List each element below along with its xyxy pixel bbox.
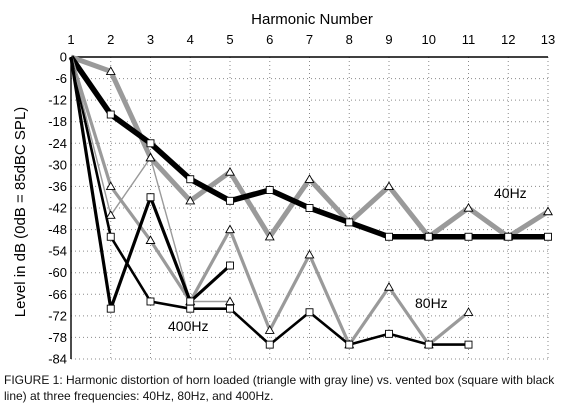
y-tick-label: -54 — [48, 244, 67, 259]
annotation-80hz: 80Hz — [415, 295, 448, 311]
annotation-40hz: 40Hz — [494, 185, 527, 201]
x-axis-title: Harmonic Number — [251, 11, 373, 28]
data-point-40hz-box — [186, 175, 195, 184]
data-point-40hz-horn — [264, 231, 275, 241]
data-point-80hz-horn — [463, 307, 474, 316]
y-tick-label: -48 — [48, 222, 67, 237]
x-tick-label: 10 — [422, 32, 436, 47]
y-tick-label: 0 — [60, 50, 67, 65]
x-tick-label: 5 — [226, 32, 233, 47]
x-tick-label: 2 — [107, 32, 114, 47]
data-point-40hz-box — [385, 232, 393, 241]
data-point-40hz-box — [464, 232, 473, 241]
x-tick-label: 4 — [187, 32, 194, 47]
data-point-40hz-box — [504, 232, 513, 241]
data-point-80hz-horn — [145, 235, 156, 244]
x-tick-label: 8 — [346, 32, 353, 47]
data-point-40hz-horn — [463, 202, 474, 212]
x-tick-label: 3 — [147, 32, 154, 47]
axes: Harmonic Number Level in dB (0dB = 85dBC… — [12, 11, 555, 367]
data-point-400hz-box — [186, 297, 195, 306]
x-tick-label: 6 — [266, 32, 273, 47]
data-point-40hz-box — [305, 204, 314, 212]
x-tick-label: 12 — [501, 32, 515, 47]
x-tick-label: 1 — [67, 32, 74, 47]
data-point-80hz-box — [305, 308, 314, 317]
data-point-80hz-horn — [105, 181, 116, 191]
data-point-40hz-horn — [543, 206, 553, 216]
y-tick-label: -66 — [48, 287, 67, 302]
y-tick-label: -84 — [48, 352, 67, 367]
data-point-80hz-horn — [264, 325, 275, 334]
data-point-80hz-box — [385, 329, 393, 338]
x-tick-label: 13 — [541, 32, 555, 47]
data-point-80hz-box — [106, 232, 115, 241]
y-tick-label: -6 — [55, 71, 67, 86]
data-point-400hz-horn — [145, 152, 156, 162]
data-point-80hz-box — [464, 340, 473, 349]
data-point-80hz-horn — [225, 224, 235, 234]
data-point-400hz-horn — [225, 296, 235, 306]
y-tick-label: -24 — [48, 136, 67, 151]
data-point-80hz-box — [424, 340, 433, 349]
figure-caption: FIGURE 1: Harmonic distortion of horn lo… — [4, 373, 555, 403]
y-axis-title: Level in dB (0dB = 85dBC SPL) — [12, 107, 29, 318]
x-tick-label: 11 — [462, 32, 476, 47]
data-point-40hz-horn — [304, 174, 315, 183]
data-point-40hz-box — [544, 232, 552, 241]
data-point-400hz-box — [146, 193, 155, 202]
data-point-40hz-box — [345, 218, 354, 227]
data-point-40hz-box — [106, 110, 115, 119]
data-point-40hz-box — [265, 186, 274, 194]
data-point-40hz-box — [226, 196, 234, 205]
y-tick-label: -18 — [48, 114, 67, 129]
data-point-80hz-horn — [384, 281, 394, 291]
data-point-400hz-box — [226, 261, 234, 270]
y-tick-label: -30 — [48, 157, 67, 172]
data-point-40hz-horn — [105, 66, 116, 75]
data-point-80hz-box — [146, 297, 155, 306]
y-tick-label: -12 — [48, 93, 67, 108]
harmonic-distortion-chart: Harmonic Number Level in dB (0dB = 85dBC… — [12, 11, 555, 367]
annotations: 40Hz 80Hz 400Hz — [168, 185, 527, 334]
data-point-80hz-horn — [304, 249, 315, 259]
data-point-400hz-horn — [105, 210, 116, 219]
x-tick-label: 9 — [385, 32, 392, 47]
data-point-40hz-horn — [225, 166, 235, 176]
data-point-80hz-box — [265, 340, 274, 349]
y-tick-label: -78 — [48, 330, 67, 345]
annotation-400hz: 400Hz — [168, 318, 208, 334]
y-tick-label: -72 — [48, 308, 67, 323]
data-point-80hz-box — [226, 304, 234, 313]
data-point-40hz-box — [424, 232, 433, 241]
data-point-40hz-horn — [384, 181, 394, 191]
data-point-40hz-box — [146, 139, 155, 148]
x-tick-label: 7 — [306, 32, 313, 47]
y-tick-label: -42 — [48, 201, 67, 216]
y-tick-label: -36 — [48, 179, 67, 194]
data-point-400hz-box — [106, 304, 115, 313]
data-point-80hz-box — [186, 304, 195, 313]
y-tick-label: -60 — [48, 265, 67, 280]
series-layer — [68, 54, 553, 349]
data-point-40hz-horn — [185, 195, 196, 205]
data-point-80hz-box — [345, 340, 354, 349]
